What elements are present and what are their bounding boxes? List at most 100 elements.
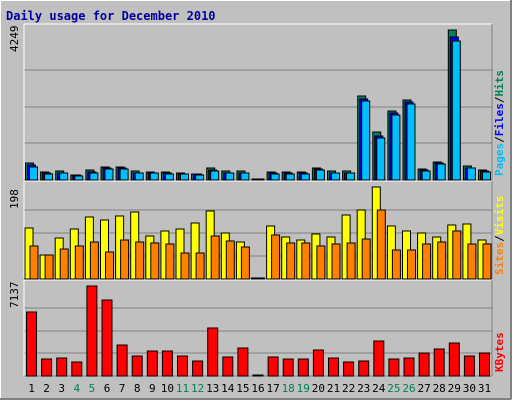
bar-sites-day-10: [165, 243, 175, 280]
panel-requests: 4249 Pages/Files/Hits: [8, 23, 506, 181]
bar-sites-day-20: [316, 245, 326, 280]
day-label-14: 14: [221, 382, 235, 395]
bar-sites-day-17: [271, 234, 281, 280]
bar-kbytes-day-9: [146, 350, 158, 377]
bar-pages-day-3: [59, 172, 69, 181]
axis-label-part: Hits: [493, 70, 506, 97]
bar-pages-day-2: [44, 173, 54, 181]
axis-label-part: /: [493, 235, 506, 242]
day-label-5: 5: [89, 382, 96, 395]
bar-sites-day-2: [44, 254, 54, 280]
day-labels: 1 2 3 4 5 6 7 8 9 10 11 12 13 14 15 16 17 18 19 20 21 22 23 24 2…: [28, 382, 491, 395]
bar-kbytes-day-19: [297, 358, 309, 377]
day-label-8: 8: [134, 382, 141, 395]
bar-sites-day-29: [452, 230, 462, 280]
day-label-6: 6: [104, 382, 111, 395]
bar-kbytes-day-21: [328, 357, 339, 377]
bar-kbytes-day-12: [192, 360, 204, 377]
bar-kbytes-day-16: [252, 374, 264, 377]
bar-kbytes-day-20: [312, 349, 324, 377]
bar-pages-day-19: [300, 173, 310, 181]
bar-pages-day-8: [134, 172, 144, 181]
day-label-7: 7: [119, 382, 126, 395]
bar-visits-day-12: [190, 222, 200, 280]
day-label-25: 25: [387, 382, 400, 395]
bar-kbytes-day-26: [403, 357, 415, 377]
bar-kbytes-day-14: [222, 356, 234, 377]
bar-sites-day-19: [301, 242, 311, 280]
bar-kbytes-day-13: [207, 327, 219, 377]
bar-sites-day-4: [74, 245, 84, 280]
bar-sites-day-22: [346, 242, 356, 280]
bar-pages-day-20: [315, 169, 325, 181]
axis-label-part: Pages: [493, 143, 506, 176]
day-label-1: 1: [28, 382, 35, 395]
day-label-26: 26: [402, 382, 415, 395]
day-label-18: 18: [282, 382, 295, 395]
panel-visits: 198 Sites/Visits: [8, 180, 506, 280]
day-label-11: 11: [176, 382, 189, 395]
bar-sites-day-28: [437, 241, 447, 280]
day-label-3: 3: [58, 382, 65, 395]
bar-pages-day-10: [164, 173, 174, 181]
bar-sites-day-8: [135, 241, 145, 280]
chart-title: Daily usage for December 2010: [6, 9, 216, 23]
panel-requests-max-label: 4249: [8, 26, 21, 53]
panels-layer: 4249Pages/Files/Hits198Sites/Visits7137K…: [8, 23, 506, 377]
bar-sites-day-25: [391, 249, 401, 280]
bar-sites-day-21: [331, 243, 341, 280]
bar-sites-day-7: [120, 239, 130, 280]
day-label-16: 16: [251, 382, 264, 395]
bar-sites-day-27: [422, 243, 432, 280]
day-label-27: 27: [417, 382, 430, 395]
day-label-4: 4: [73, 382, 80, 395]
bar-sites-day-18: [286, 242, 296, 280]
panel-requests-axis-label: Pages/Files/Hits: [493, 70, 506, 176]
bar-sites-day-12: [195, 252, 205, 280]
bar-pages-day-6: [104, 168, 114, 181]
bar-kbytes-day-1: [26, 311, 37, 377]
day-label-28: 28: [433, 382, 446, 395]
bar-kbytes-day-28: [433, 348, 445, 377]
axis-label-part: Sites: [493, 242, 506, 275]
bar-pages-day-11: [180, 173, 189, 181]
bar-sites-day-14: [225, 240, 235, 280]
bar-kbytes-day-18: [282, 358, 294, 377]
axis-label-part: /: [493, 136, 506, 143]
day-label-9: 9: [149, 382, 156, 395]
axis-label-part: Visits: [493, 196, 506, 236]
bar-pages-day-9: [149, 172, 159, 181]
bar-pages-day-14: [225, 172, 235, 181]
bar-kbytes-day-25: [388, 358, 400, 377]
bar-sites-day-5: [89, 241, 99, 280]
day-label-30: 30: [463, 382, 476, 395]
day-label-13: 13: [206, 382, 219, 395]
bar-sites-day-26: [407, 249, 416, 280]
axis-label-part: KBytes: [493, 332, 506, 372]
bar-sites-day-16: [256, 277, 265, 280]
bar-pages-day-17: [270, 173, 280, 181]
bar-pages-day-15: [240, 172, 250, 181]
bar-sites-day-15: [240, 246, 250, 280]
bar-kbytes-day-31: [479, 352, 490, 377]
bar-pages-day-31: [482, 171, 491, 181]
axis-label-part: /: [493, 96, 506, 103]
bar-kbytes-day-27: [418, 352, 430, 377]
bar-pages-day-25: [391, 114, 401, 181]
bar-kbytes-day-2: [41, 358, 53, 377]
day-label-20: 20: [312, 382, 325, 395]
bar-pages-day-22: [346, 172, 356, 181]
day-label-10: 10: [161, 382, 174, 395]
bar-sites-day-11: [180, 252, 190, 280]
bar-kbytes-day-30: [463, 355, 475, 377]
bar-pages-day-27: [421, 170, 431, 181]
bar-sites-day-24: [376, 209, 386, 280]
bar-sites-day-3: [59, 248, 69, 280]
bar-kbytes-day-10: [161, 350, 173, 377]
bar-pages-day-26: [406, 103, 416, 181]
bar-sites-day-6: [105, 251, 114, 280]
bar-pages-day-1: [29, 166, 38, 181]
panel-kbytes-axis-label: KBytes: [493, 332, 506, 372]
